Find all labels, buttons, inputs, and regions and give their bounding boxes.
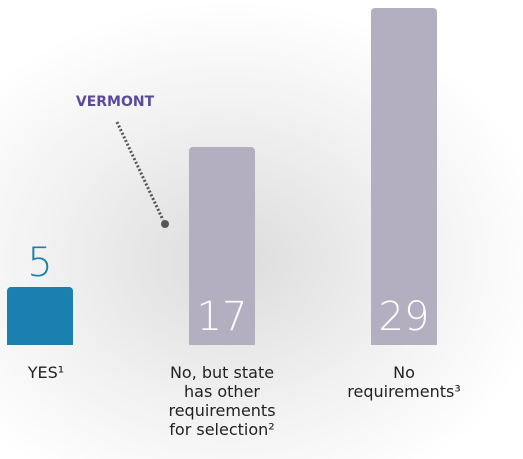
bar: [7, 286, 73, 345]
value-label: 5: [27, 239, 53, 286]
value-label: 17: [196, 294, 248, 340]
annotation: VERMONT: [75, 94, 155, 110]
bar: [371, 8, 437, 345]
x-tick-label: No requirements³: [347, 363, 461, 401]
x-tick-label: YES¹: [27, 363, 65, 382]
annotation-dot: [161, 220, 169, 228]
value-label: 29: [378, 294, 430, 340]
dotted-line: [115, 121, 165, 221]
bar: [189, 147, 255, 345]
x-tick-label: No, but state has other requirements for…: [168, 363, 276, 439]
